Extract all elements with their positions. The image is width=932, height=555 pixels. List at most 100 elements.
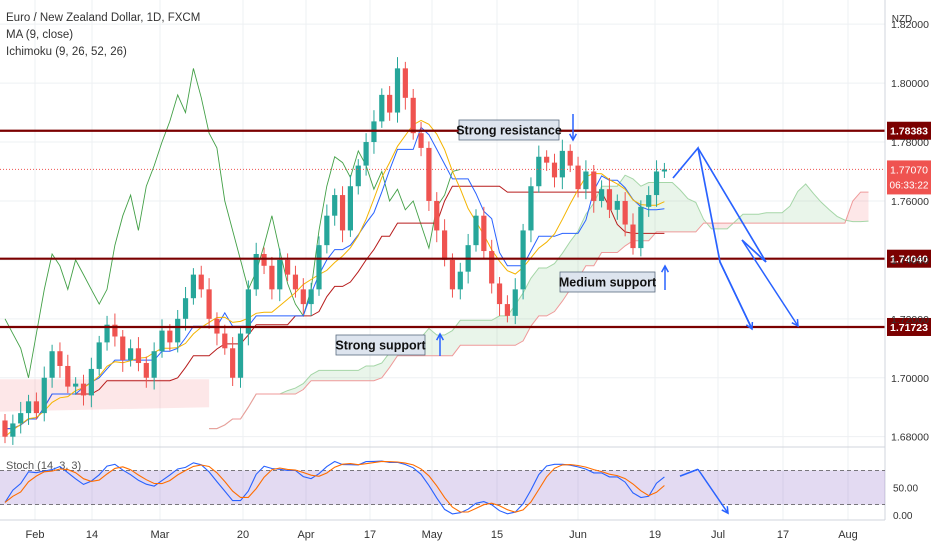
kumo-cloud-segment bbox=[554, 253, 563, 312]
kumo-cloud-segment bbox=[578, 214, 586, 280]
candle-body bbox=[96, 342, 102, 369]
candle-body bbox=[104, 324, 110, 343]
candle-body bbox=[567, 150, 573, 166]
x-tick-label: May bbox=[422, 529, 443, 541]
candle-body bbox=[575, 165, 581, 190]
y-tick-label: 1.74000 bbox=[891, 255, 929, 267]
candle-body bbox=[253, 253, 259, 290]
candle-body bbox=[606, 189, 613, 210]
candle-body bbox=[504, 304, 510, 316]
kumo-cloud-segment bbox=[303, 374, 312, 390]
stoch-projection-arrow-head bbox=[721, 506, 729, 515]
candle-body bbox=[622, 200, 628, 225]
candle-body bbox=[638, 206, 644, 249]
candle-body bbox=[269, 265, 275, 290]
legend-ichimoku[interactable]: Ichimoku (9, 26, 52, 26) bbox=[6, 46, 127, 58]
candle-body bbox=[426, 147, 432, 201]
candle-body bbox=[653, 171, 660, 196]
x-tick-label: 15 bbox=[491, 529, 503, 541]
kumo-cloud-segment bbox=[680, 189, 688, 232]
candle-body bbox=[599, 189, 605, 201]
candle-body bbox=[143, 363, 149, 378]
kumo-cloud-segment bbox=[821, 202, 830, 224]
kumo-cloud-segment bbox=[672, 182, 681, 232]
kumo-cloud-segment bbox=[476, 320, 484, 346]
kumo-cloud-segment bbox=[546, 263, 555, 316]
projection-arrow-1-head bbox=[745, 321, 754, 331]
kumo-cloud-segment bbox=[499, 315, 508, 346]
candle-body bbox=[646, 195, 652, 207]
candle-body bbox=[528, 186, 534, 231]
candle-body bbox=[151, 351, 157, 378]
y-tick-label: 1.82000 bbox=[891, 19, 929, 31]
stoch-k-line bbox=[4, 460, 665, 515]
candle-body bbox=[167, 330, 173, 343]
kumo-cloud-segment bbox=[311, 370, 319, 381]
kumo-cloud-segment bbox=[468, 320, 476, 346]
kumo-cloud-segment bbox=[342, 370, 351, 381]
candle-body bbox=[198, 274, 204, 290]
level-price-label: 1.71723 bbox=[890, 322, 928, 334]
candle-body bbox=[339, 195, 346, 231]
x-tick-label: Jul bbox=[711, 529, 725, 541]
kumo-cloud-segment bbox=[444, 330, 453, 356]
legend-ma[interactable]: MA (9, close) bbox=[6, 29, 74, 41]
x-tick-label: 14 bbox=[86, 529, 98, 541]
level-price-label: 1.74040 bbox=[890, 254, 928, 266]
candle-body bbox=[182, 298, 189, 319]
candle-body bbox=[394, 68, 401, 113]
current-price-tag bbox=[887, 160, 931, 195]
x-tick-label: Feb bbox=[26, 529, 45, 541]
projection-line bbox=[697, 147, 767, 263]
annotation-text: Strong resistance bbox=[456, 124, 562, 138]
candle-body bbox=[261, 253, 267, 266]
candle-body bbox=[551, 162, 558, 178]
x-tick-label: 17 bbox=[777, 529, 789, 541]
kumo-cloud-segment bbox=[585, 203, 594, 266]
kumo-cloud-segment bbox=[758, 212, 767, 224]
chart-legend: Euro / New Zealand Dollar, 1D, FXCM MA (… bbox=[6, 10, 200, 61]
candle-body bbox=[536, 156, 542, 187]
candle-body bbox=[363, 142, 369, 166]
stoch-projection-arrow bbox=[697, 468, 729, 514]
candle-body bbox=[544, 156, 550, 163]
x-tick-label: Jun bbox=[569, 529, 587, 541]
annotation-box bbox=[458, 119, 560, 141]
kumo-cloud-segment bbox=[460, 320, 469, 346]
kumo-cloud-segment bbox=[664, 182, 673, 232]
annotation-text: Medium support bbox=[559, 276, 657, 290]
candle-body bbox=[332, 195, 338, 216]
candle-body bbox=[33, 401, 39, 414]
kumo-cloud-segment bbox=[381, 352, 390, 378]
projection-path-1 bbox=[672, 146, 753, 330]
current-price-label: 1.77070 bbox=[890, 164, 928, 176]
kumo-cloud-segment bbox=[452, 320, 461, 356]
candle-body bbox=[316, 245, 322, 290]
tenkan-sen-line bbox=[5, 126, 665, 430]
candle-body bbox=[630, 224, 636, 249]
candle-body bbox=[245, 289, 251, 334]
y-tick-label: 1.68000 bbox=[891, 432, 929, 444]
y-tick-label: 1.76000 bbox=[891, 196, 929, 208]
candle-body bbox=[73, 383, 79, 387]
kumo-cloud-segment bbox=[530, 267, 539, 327]
kumo-cloud-segment bbox=[797, 184, 806, 224]
strong-support-arrow-head bbox=[435, 332, 445, 341]
chikou-span-line bbox=[4, 68, 461, 378]
candle-body bbox=[308, 289, 314, 305]
resistance-arrow-head bbox=[568, 133, 578, 142]
level-price-tag bbox=[887, 249, 931, 268]
kumo-cloud-segment bbox=[373, 363, 382, 381]
x-tick-label: Mar bbox=[151, 529, 170, 541]
candle-body bbox=[614, 200, 620, 210]
countdown-label: 06:33:22 bbox=[890, 180, 929, 191]
level-price-tag bbox=[887, 317, 931, 336]
legend-symbol[interactable]: Euro / New Zealand Dollar, 1D, FXCM bbox=[6, 12, 201, 24]
y-tick-label: 1.70000 bbox=[891, 373, 929, 385]
candle-body bbox=[512, 289, 518, 316]
kijun-sen-line bbox=[5, 185, 665, 430]
y-tick-label: 1.78000 bbox=[891, 137, 929, 149]
senkou-span-b-line bbox=[209, 191, 869, 430]
kumo-cloud-segment bbox=[750, 214, 759, 224]
